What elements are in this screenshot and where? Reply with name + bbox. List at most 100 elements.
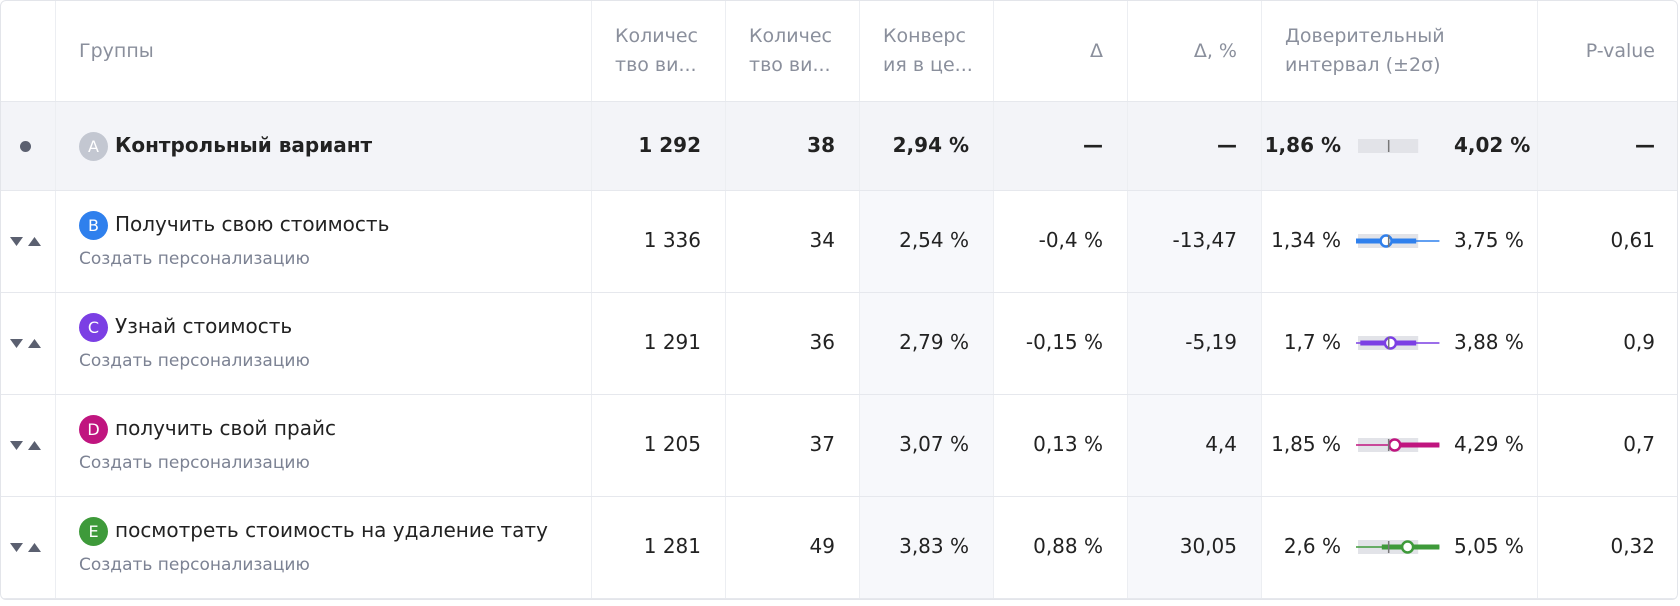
column-divider [1537,1,1538,599]
ci-low: 2,6 % [1283,534,1341,558]
conversion: 2,79 % [899,330,969,354]
header-label: Группы [79,39,154,62]
ci-high: 3,75 % [1454,228,1524,252]
column-divider [1127,1,1128,599]
interval-chart [1356,535,1442,559]
delta: -0,15 % [1025,330,1103,354]
visitors: 1 336 [643,228,701,252]
interval-svg [1358,138,1419,153]
conversion: 2,54 % [899,228,969,252]
row-divider [1,394,1677,395]
delta-pct: -5,19 [1185,330,1237,354]
goals: 38 [807,132,835,157]
row-divider [1,598,1677,599]
variant-name: Узнай стоимость [115,314,293,338]
sort-arrows [9,538,43,556]
delta-pct: 30,05 [1179,534,1237,558]
delta: 0,13 % [1033,432,1103,456]
interval-chart [1356,134,1442,158]
delta: -0,4 % [1038,228,1103,252]
conversion: 3,83 % [899,534,969,558]
conversion: 3,07 % [899,432,969,456]
goals: 34 [809,228,835,252]
header-label: Доверительный [1285,25,1445,47]
ci-high: 4,02 % [1454,132,1531,157]
ci-high: 3,88 % [1454,330,1524,354]
interval-svg [1356,336,1440,350]
personalize-link[interactable]: Создать персонализацию [79,351,310,371]
header-label: Δ [1090,39,1103,62]
column-divider [859,1,860,599]
column-divider [1261,1,1262,599]
personalize-link[interactable]: Создать персонализацию [79,555,310,575]
header-label: P-value [1585,39,1655,62]
sort-icon[interactable] [9,436,43,454]
visitors: 1 281 [643,534,701,558]
p-value: 0,9 [1623,330,1655,354]
control-dot [20,140,31,152]
p-value: 0,61 [1610,228,1655,252]
personalize-link[interactable]: Создать персонализацию [79,453,310,473]
sort-icon[interactable] [9,334,43,352]
ci-low: 1,85 % [1271,432,1341,456]
p-value: 0,32 [1610,534,1655,558]
column-divider [55,1,56,599]
personalize-link[interactable]: Создать персонализацию [79,249,310,269]
sort-icon[interactable] [9,538,43,556]
variant-badge: A [79,131,108,161]
delta-pct: -13,47 [1172,228,1237,252]
interval-svg [1356,540,1440,554]
header-label: Количес [615,25,698,47]
ci-high: 5,05 % [1454,534,1524,558]
goals: 49 [809,534,835,558]
interval-chart [1356,331,1442,355]
row-divider [1,292,1677,293]
interval-svg [1356,438,1440,452]
p-value: — [1635,132,1655,157]
sort-icon[interactable] [9,232,43,250]
variant-name: посмотреть стоимость на удаление тату [115,518,548,542]
goals: 36 [809,330,835,354]
visitors: 1 205 [643,432,701,456]
variant-badge: D [79,415,108,444]
visitors: 1 291 [643,330,701,354]
variant-name: Получить свою стоимость [115,212,390,236]
header-label: Количес [749,25,832,47]
interval-chart [1356,229,1442,253]
row-divider [1,101,1677,102]
delta: — [1083,132,1103,157]
conversion: 2,94 % [892,132,969,157]
variant-badge: B [79,211,108,240]
interval-svg [1356,234,1440,248]
header-label: ия в це... [883,54,973,76]
delta-pct: — [1217,132,1237,157]
row-divider [1,190,1677,191]
header-label: интервал (±2σ) [1285,54,1441,76]
header-label: Δ, % [1193,39,1237,62]
sort-arrows [9,436,43,454]
delta-pct: 4,4 [1205,432,1237,456]
p-value: 0,7 [1623,432,1655,456]
delta: 0,88 % [1033,534,1103,558]
sort-arrows [9,232,43,250]
ci-low: 1,86 % [1264,132,1341,157]
ci-high: 4,29 % [1454,432,1524,456]
header-label: Конверс [883,25,966,47]
column-divider [993,1,994,599]
column-divider [591,1,592,599]
ci-low: 1,7 % [1283,330,1341,354]
column-divider [725,1,726,599]
row-divider [1,496,1677,497]
visitors: 1 292 [638,132,701,157]
variant-badge: C [79,313,108,342]
variant-name: Контрольный вариант [115,132,373,157]
sort-arrows [9,334,43,352]
header-label: тво ви... [749,54,831,76]
variant-badge: E [79,517,108,546]
interval-chart [1356,433,1442,457]
goals: 37 [809,432,835,456]
variant-name: получить свой прайс [115,416,336,440]
ci-low: 1,34 % [1271,228,1341,252]
header-label: тво ви... [615,54,697,76]
